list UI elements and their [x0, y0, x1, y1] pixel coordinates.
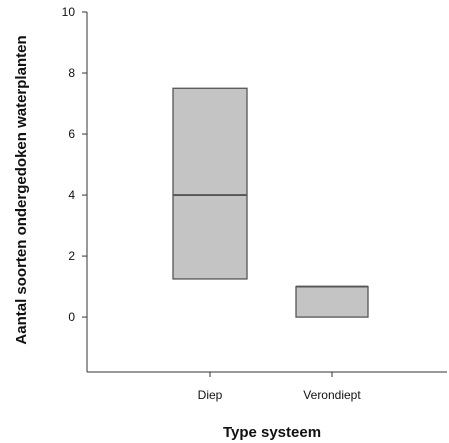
y-tick-label: 2 — [68, 249, 75, 263]
y-tick-label: 8 — [68, 66, 75, 80]
y-tick-label: 6 — [68, 127, 75, 141]
x-tick-label: Verondiept — [303, 388, 361, 402]
box-verondiept — [295, 285, 369, 318]
box-group — [172, 87, 369, 318]
x-tick-label: Diep — [198, 388, 223, 402]
y-axis: 0 2 4 6 8 10 — [62, 5, 88, 372]
x-axis: Diep Verondiept — [87, 371, 447, 402]
y-tick-label: 4 — [68, 188, 75, 202]
y-axis-label: Aantal soorten ondergedoken waterplanten — [13, 35, 30, 344]
y-tick-label: 10 — [62, 5, 76, 19]
x-axis-label: Type systeem — [223, 424, 321, 441]
y-tick-label: 0 — [68, 310, 75, 324]
box-diep — [172, 87, 248, 280]
